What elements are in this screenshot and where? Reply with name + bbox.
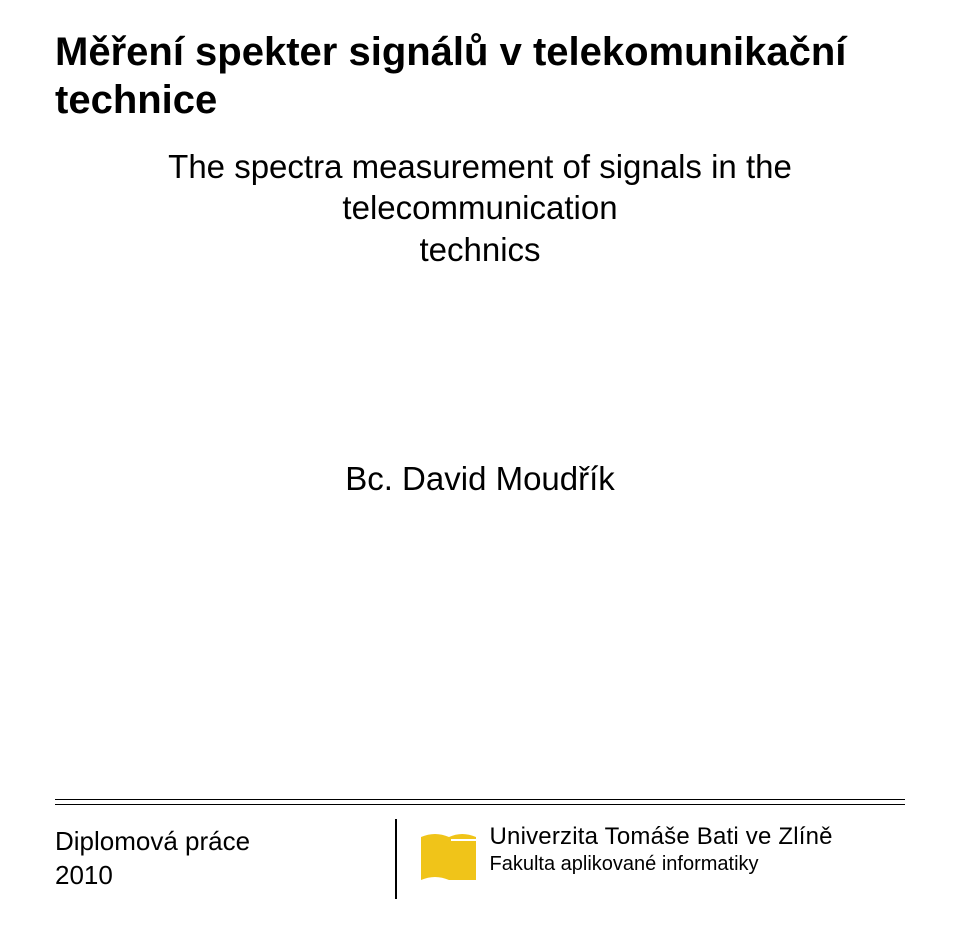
university-name: Univerzita Tomáše Bati ve Zlíně [490,823,833,851]
subtitle-line-1: The spectra measurement of signals in th… [168,148,792,226]
university-text-block: Univerzita Tomáše Bati ve Zlíně Fakulta … [490,823,833,876]
footer-row: Diplomová práce 2010 Univerzita Tomáše B… [55,819,905,899]
horizontal-rule-top [55,799,905,800]
faculty-name: Fakulta aplikované informatiky [490,853,833,876]
footer-left: Diplomová práce 2010 [55,819,395,893]
footer: Diplomová práce 2010 Univerzita Tomáše B… [55,799,905,899]
logo-path [421,834,476,880]
vertical-divider [395,819,397,899]
thesis-type: Diplomová práce [55,825,395,859]
subtitle: The spectra measurement of signals in th… [55,146,905,270]
footer-right: Univerzita Tomáše Bati ve Zlíně Fakulta … [421,819,906,885]
horizontal-rule-bottom [55,804,905,805]
subtitle-line-2: technics [419,231,540,268]
thesis-year: 2010 [55,859,395,893]
page-title: Měření spekter signálů v telekomunikační… [55,28,905,124]
university-logo-icon [421,825,476,885]
author-name: Bc. David Moudřík [55,460,905,498]
